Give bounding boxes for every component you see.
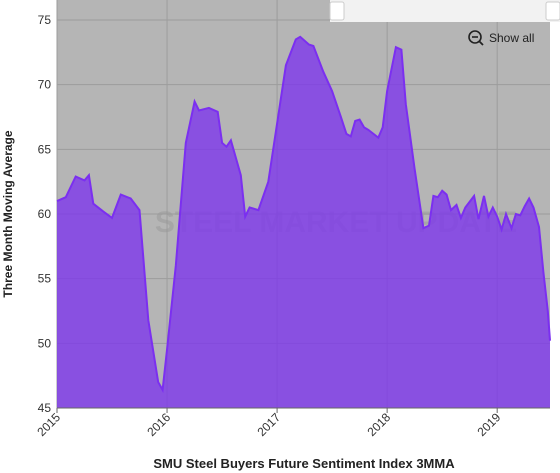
x-tick-label: 2017 [254,410,283,439]
y-tick-label: 65 [38,142,52,156]
y-axis-label: Three Month Moving Average [1,130,15,297]
navigator-handle[interactable] [329,1,345,21]
zoom-icon [478,40,484,46]
zoom-icon [468,30,482,44]
x-tick-label: 2019 [475,410,504,439]
navigator-handle[interactable] [545,1,560,21]
show-all-button[interactable]: Show all [468,30,534,46]
button-label[interactable]: Show all [489,31,534,45]
y-tick-label: 45 [38,401,52,415]
x-tick-label: 2018 [364,410,393,439]
y-tick-label: 75 [38,13,52,27]
area-fill [57,36,550,409]
y-tick-label: 60 [38,207,52,221]
y-tick-label: 70 [38,78,52,92]
navigator[interactable] [330,0,560,22]
y-tick-label: 50 [38,336,52,350]
area-line [56,35,551,394]
chart-title: SMU Steel Buyers Future Sentiment Index … [153,456,455,471]
y-tick-label: 55 [38,272,52,286]
x-tick-label: 2016 [144,410,173,439]
